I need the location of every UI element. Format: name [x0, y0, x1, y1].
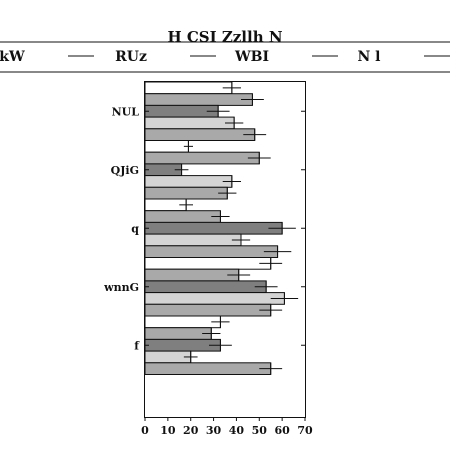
- bar-f-4: [145, 363, 271, 375]
- x-axis: 0 10 20 30 40 50 60 70: [141, 417, 313, 437]
- bar-nul-3: [145, 117, 234, 129]
- y-tick-label: q: [131, 222, 139, 235]
- bar-wnng-3: [145, 293, 284, 305]
- bar-wnng-4: [145, 304, 271, 316]
- chart-title: H CSI Zzllh N: [167, 28, 282, 46]
- legend-label: WBI: [234, 49, 269, 65]
- y-tick-label: f: [134, 339, 140, 352]
- bar-qjig-0: [145, 141, 188, 153]
- legend-label: RUz: [115, 49, 147, 65]
- y-tick-label: NUL: [112, 105, 140, 118]
- bar-nul-4: [145, 129, 255, 141]
- y-tick-label: QJiG: [111, 164, 139, 177]
- legend-label: N l: [358, 49, 381, 65]
- bar-nul-1: [145, 94, 252, 106]
- bar-f-1: [145, 328, 211, 340]
- bar-qjig-3: [145, 176, 232, 188]
- x-tick-label: 50: [252, 424, 268, 437]
- legend: kW RUz WBI N l: [0, 49, 450, 65]
- bar-nul-0: [145, 82, 232, 94]
- bars: [145, 82, 284, 375]
- bar-qjig-4: [145, 187, 227, 199]
- x-tick-label: 20: [183, 424, 199, 437]
- bar-q-3: [145, 234, 241, 246]
- bar-q-2: [145, 222, 282, 234]
- x-tick-label: 10: [160, 424, 176, 437]
- x-tick-label: 30: [206, 424, 222, 437]
- y-tick-label: wnnG: [103, 281, 139, 294]
- x-tick-label: 60: [274, 424, 290, 437]
- bar-wnng-1: [145, 269, 239, 281]
- bar-f-0: [145, 316, 220, 328]
- x-tick-label: 0: [141, 424, 149, 437]
- x-tick-label: 70: [297, 424, 313, 437]
- bar-wnng-0: [145, 258, 271, 270]
- bar-wnng-2: [145, 281, 266, 293]
- x-tick-label: 40: [229, 424, 245, 437]
- bar-q-4: [145, 246, 278, 258]
- bar-q-1: [145, 211, 220, 223]
- legend-label: kW: [0, 49, 25, 65]
- bar-qjig-1: [145, 152, 259, 164]
